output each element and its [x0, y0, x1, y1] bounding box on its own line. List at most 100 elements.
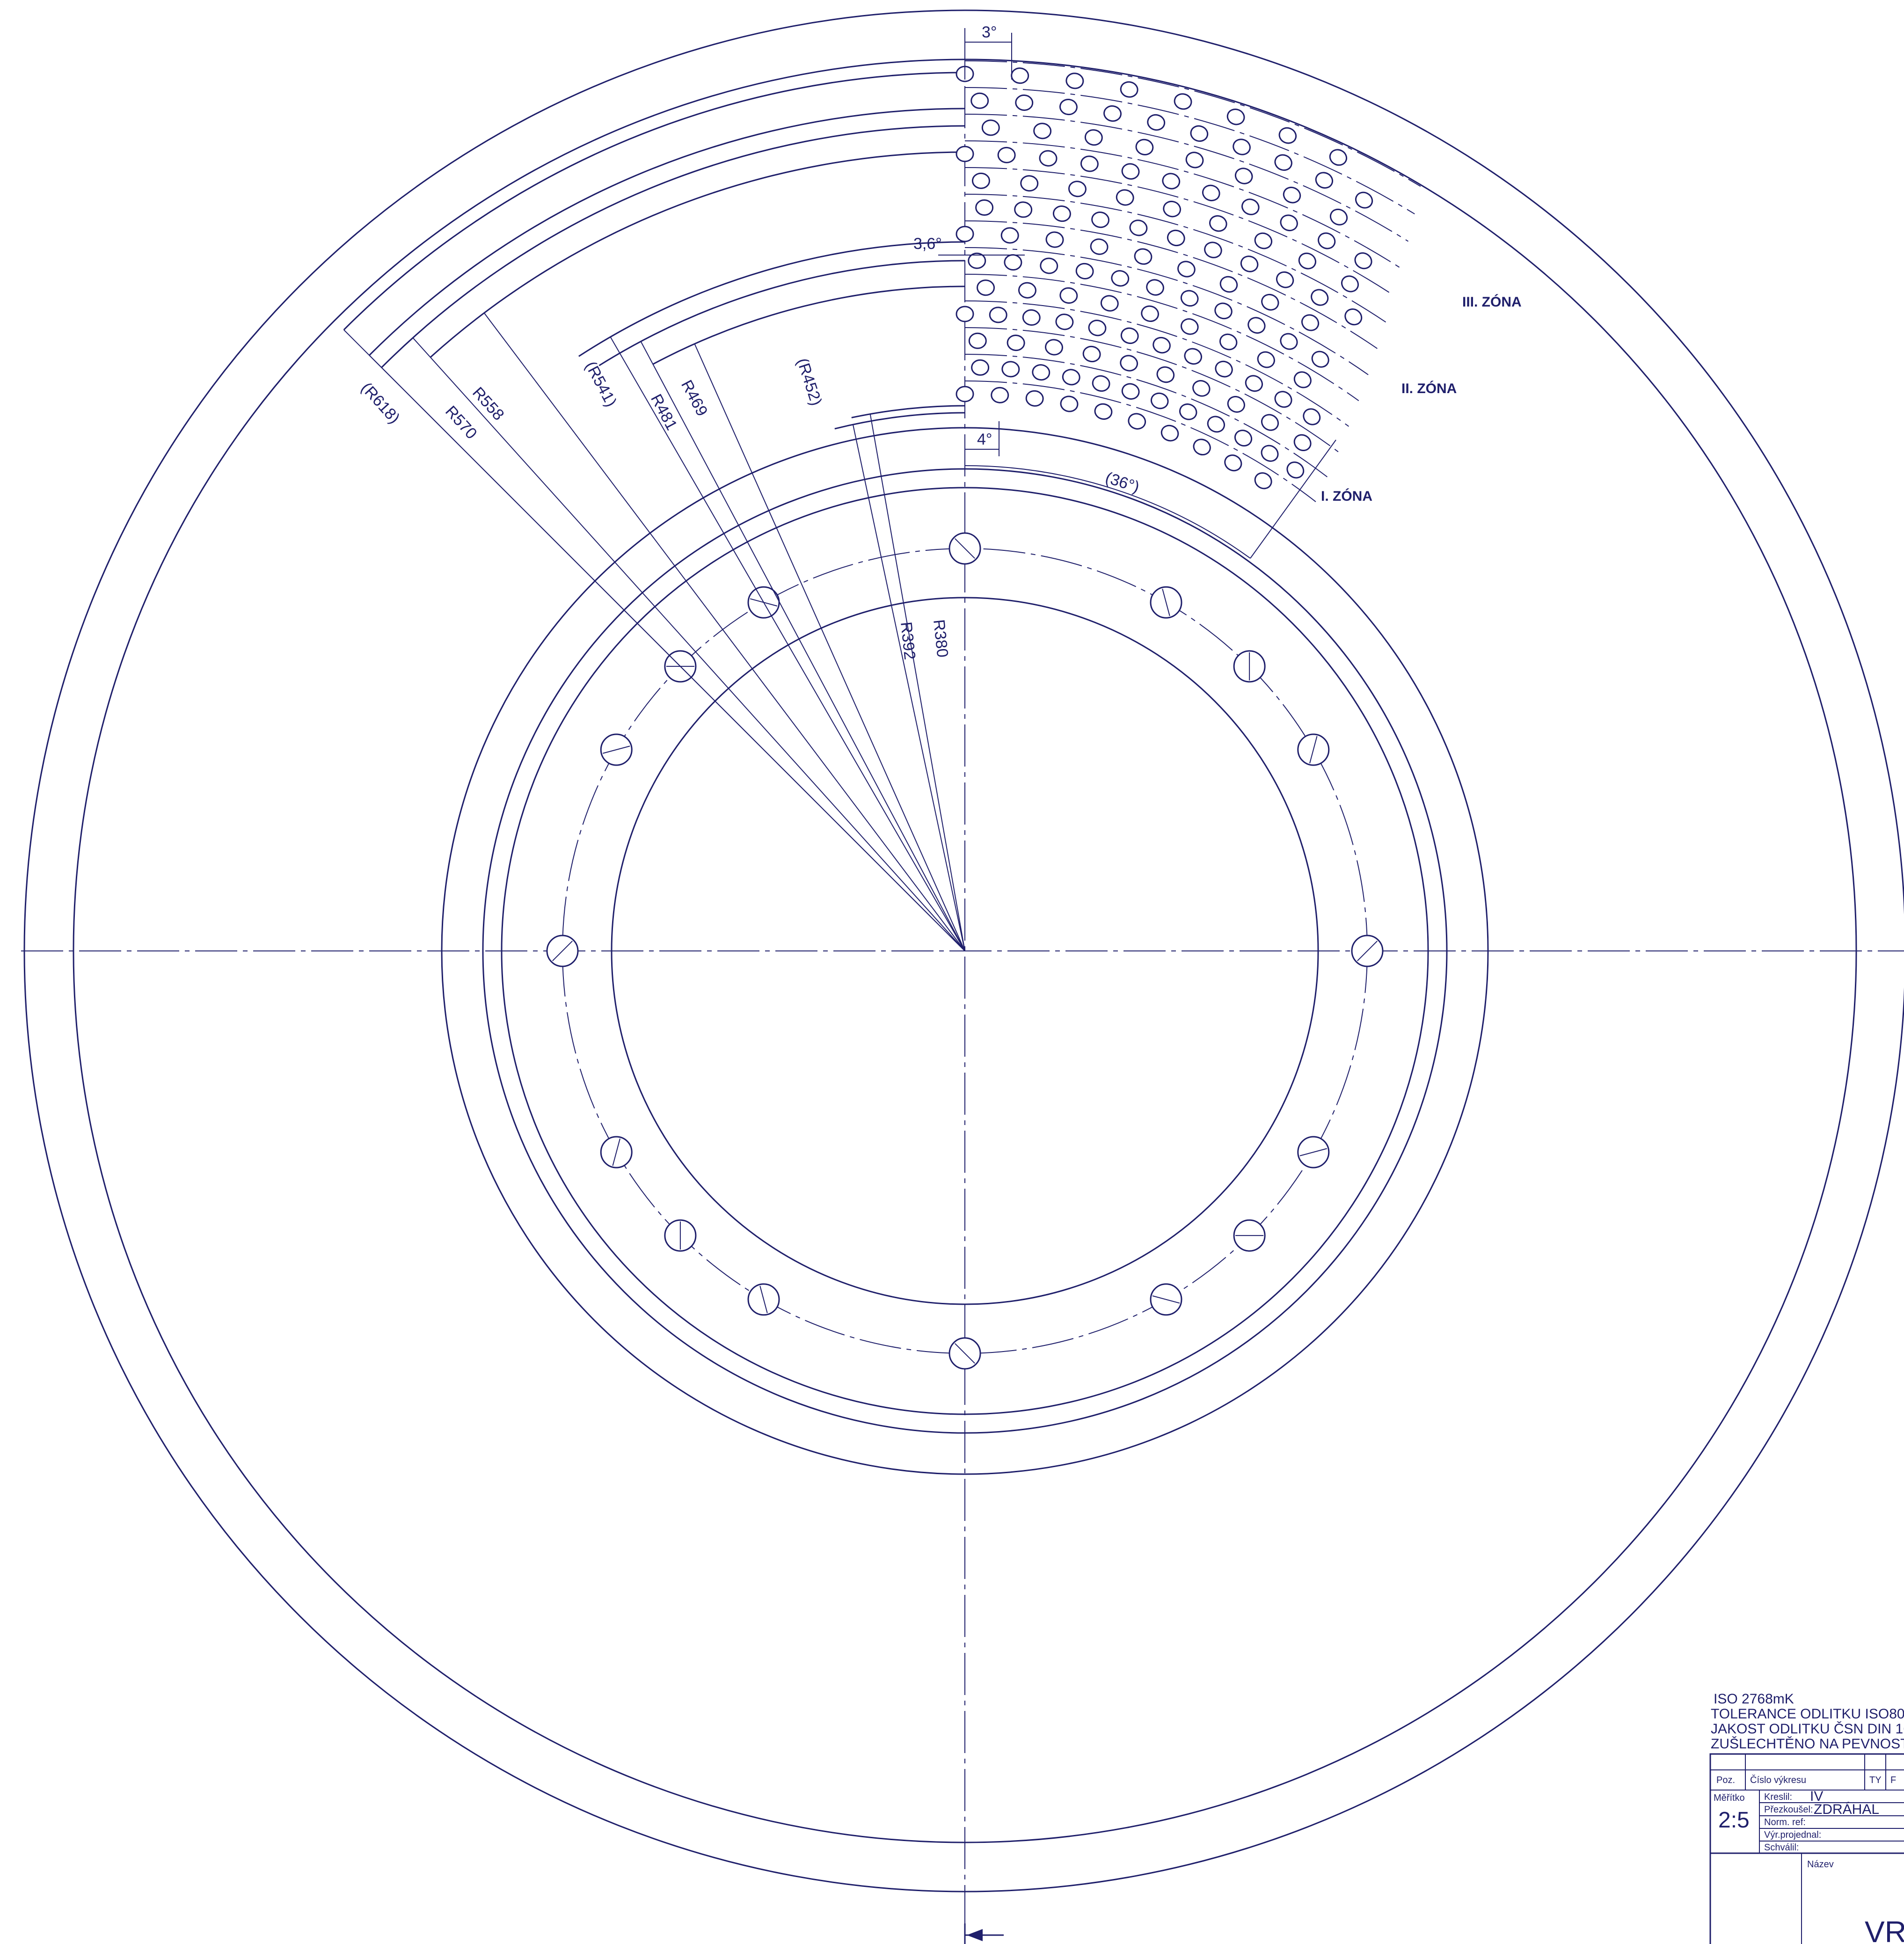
radius-arc — [369, 108, 965, 356]
perforation-hole — [1146, 279, 1164, 296]
perforation-hole — [1147, 114, 1166, 131]
bolt-hole-center-mark — [1357, 941, 1378, 961]
perforation-row-arc — [964, 220, 1378, 349]
perforation-hole — [997, 146, 1016, 163]
perforation-hole — [1167, 229, 1185, 247]
perforation-hole — [1174, 93, 1192, 110]
perforation-hole — [1234, 168, 1253, 184]
bolt-hole-center-mark — [1152, 1295, 1180, 1304]
radius-label-r618: (R618) — [357, 379, 403, 427]
perforation-hole — [1311, 351, 1329, 368]
perforation-hole — [1184, 348, 1202, 365]
dimension-leader-line — [412, 337, 965, 951]
radius-arcs — [343, 72, 965, 430]
perforation-hole — [1247, 317, 1266, 334]
perforation-hole — [1261, 445, 1279, 462]
perforation-hole — [1215, 360, 1233, 378]
perforation-hole — [1214, 302, 1233, 320]
perforation-hole — [1091, 212, 1110, 228]
perforation-hole — [1018, 282, 1036, 299]
tb-title-value: VRT — [1865, 1915, 1904, 1944]
angle-3-6-label: 3,6° — [913, 235, 942, 253]
perforation-hole — [1059, 99, 1078, 116]
title-block: Poz. Číslo výkresu TY F Měřítko 2:5 Kres… — [1709, 1753, 1904, 1944]
angle-dimension-3: 3° — [964, 23, 1012, 80]
perforation-hole — [1344, 308, 1363, 326]
bolt-hole-center-mark — [602, 745, 630, 754]
perforation-hole — [1141, 305, 1159, 322]
perforation-hole — [1128, 413, 1146, 430]
tb-scale-value: 2:5 — [1718, 1808, 1750, 1833]
perforation-hole — [1020, 175, 1039, 192]
bore-circle — [611, 597, 1319, 1305]
zone-1-label: I. ZÓNA — [1321, 488, 1372, 504]
perforation-hole — [1065, 73, 1084, 89]
perforation-hole — [1162, 173, 1181, 190]
perforation-hole — [956, 226, 974, 242]
tb-checked-by-value: ZDRÁHAL — [1814, 1802, 1879, 1817]
perforation-hole — [1240, 256, 1259, 272]
perforation-hole — [1177, 261, 1196, 278]
general-notes: ISO 2768mK TOLERANCE ODLITKU ISO8062 - J… — [1711, 1691, 1904, 1752]
perforation-hole — [1084, 129, 1103, 146]
angle-3-label: 3° — [982, 23, 997, 41]
perforation-hole — [1185, 152, 1204, 168]
perforation-hole — [1286, 461, 1305, 479]
perforation-hole — [1234, 430, 1253, 447]
perforation-hole — [956, 146, 974, 162]
perforation-row-arc — [964, 87, 1415, 215]
perforation-hole — [1278, 127, 1297, 144]
perforation-row-arc — [964, 354, 1328, 477]
perforation-hole — [1329, 208, 1348, 226]
perforation-hole — [1190, 125, 1209, 142]
perforation-hole — [1111, 270, 1130, 287]
perforation-hole — [1022, 309, 1041, 326]
perforation-hole — [1015, 94, 1034, 111]
perforation-hole — [1245, 375, 1263, 392]
tb-f-label: F — [1890, 1775, 1896, 1785]
radius-label-r481: R481 — [647, 391, 681, 433]
radius-dimension-leaders — [343, 313, 965, 951]
bolt-hole-center-mark — [1299, 1148, 1328, 1156]
perforation-hole — [1193, 438, 1211, 456]
radius-label-r452: (R452) — [793, 356, 825, 408]
perforation-hole — [1068, 181, 1087, 197]
perforation-hole — [1059, 287, 1078, 304]
perforation-hole — [1090, 238, 1109, 255]
outer-rim-circle — [24, 10, 1904, 1892]
perforation-row-arc — [964, 194, 1386, 323]
perforation-hole — [971, 359, 990, 376]
perforation-hole — [1329, 149, 1348, 166]
perforation-row-arc — [964, 380, 1316, 502]
note-tolerance: TOLERANCE ODLITKU ISO8062 - — [1711, 1706, 1904, 1722]
perforation-hole — [1224, 454, 1242, 472]
dimension-leader-line — [640, 341, 965, 951]
perforation-hole — [1014, 201, 1033, 218]
perforation-hole — [1233, 139, 1251, 155]
perforation-hole — [1354, 252, 1372, 270]
angle-4-label: 4° — [977, 431, 992, 448]
perforation-hole — [1033, 123, 1052, 139]
hub-flange-inner-circle — [501, 487, 1429, 1415]
perforation-hole — [1283, 186, 1301, 204]
perforation-hole — [1120, 81, 1138, 98]
perforation-hole — [1001, 361, 1020, 378]
perforation-hole — [1207, 416, 1225, 433]
perforation-row-arc — [964, 247, 1369, 375]
perforation-hole — [971, 172, 990, 189]
dimension-leader-line — [694, 343, 965, 951]
radius-label-r570: R570 — [442, 402, 481, 443]
perforation-hole — [1004, 254, 1022, 271]
perforation-hole — [1254, 472, 1272, 490]
tb-scale-label: Měřítko — [1714, 1793, 1745, 1803]
perforation-hole — [1129, 219, 1148, 236]
perforation-hole — [970, 92, 989, 109]
perforation-hole — [991, 387, 1009, 403]
perforation-row-arc — [964, 274, 1359, 402]
perforation-hole — [977, 279, 995, 296]
perforation-hole — [1080, 155, 1099, 172]
perforation-hole — [1226, 109, 1245, 125]
perforation-hole — [1202, 184, 1220, 202]
perforation-hole — [1045, 339, 1063, 356]
perforation-hole — [1156, 366, 1175, 383]
